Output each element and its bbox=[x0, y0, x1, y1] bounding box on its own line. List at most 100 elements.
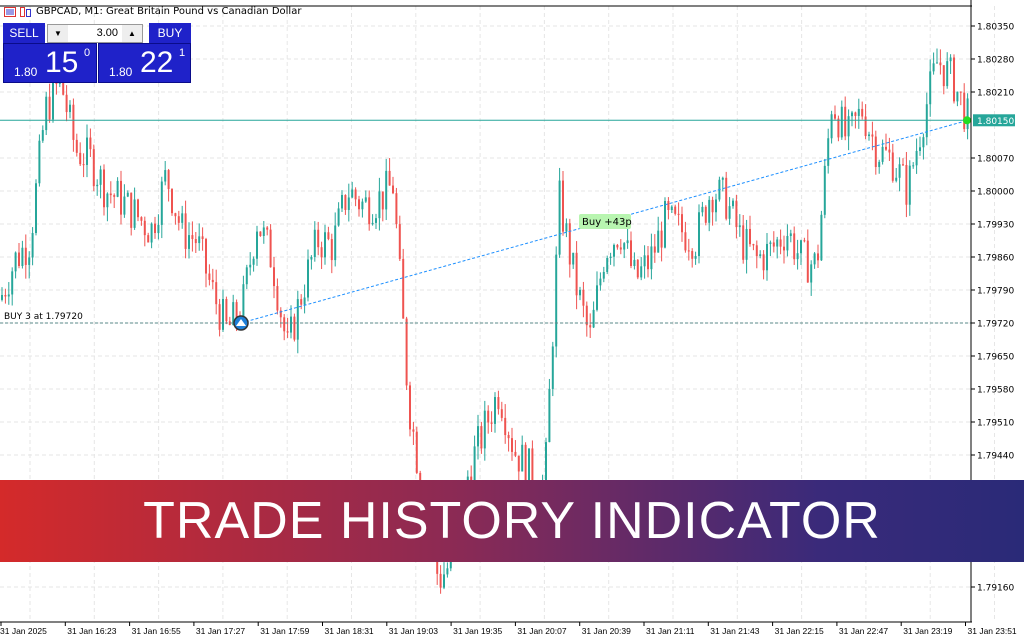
candle-body bbox=[354, 189, 357, 200]
candle-body bbox=[592, 309, 595, 328]
y-tick-label: 1.79580 bbox=[977, 386, 1014, 396]
candle-body bbox=[684, 232, 687, 251]
buy-price-prefix: 1.80 bbox=[109, 65, 133, 79]
sell-button[interactable]: SELL bbox=[3, 23, 45, 44]
candle-body bbox=[738, 225, 741, 228]
candle-body bbox=[636, 259, 639, 278]
y-tick-label: 1.79510 bbox=[977, 419, 1014, 429]
candle-body bbox=[942, 65, 945, 87]
candle-body bbox=[725, 177, 728, 219]
x-tick-label: 31 Jan 16:23 bbox=[67, 626, 116, 636]
candle-body bbox=[796, 253, 799, 260]
candle-body bbox=[813, 253, 816, 265]
candle-body bbox=[235, 302, 238, 322]
candle-body bbox=[72, 104, 75, 140]
candle-body bbox=[861, 108, 864, 117]
sell-price[interactable]: 1.80 15 0 bbox=[3, 43, 97, 83]
candle-body bbox=[208, 273, 211, 280]
chart-window-icon[interactable] bbox=[20, 6, 32, 17]
candle-body bbox=[823, 165, 826, 215]
candle-body bbox=[912, 165, 915, 167]
candle-body bbox=[691, 251, 694, 259]
candle-body bbox=[157, 224, 160, 234]
candle-body bbox=[609, 256, 612, 258]
candle-body bbox=[4, 295, 7, 297]
candle-body bbox=[341, 195, 343, 209]
exit-marker bbox=[963, 116, 971, 125]
candle-body bbox=[147, 235, 150, 243]
candle-body bbox=[477, 426, 479, 447]
candle-body bbox=[708, 199, 711, 223]
candle-body bbox=[647, 255, 649, 270]
candle-body bbox=[674, 206, 677, 214]
candle-body bbox=[919, 147, 921, 151]
candle-body bbox=[844, 106, 847, 137]
candle-body bbox=[293, 316, 296, 340]
candle-body bbox=[602, 271, 605, 279]
buy-price[interactable]: 1.80 22 1 bbox=[98, 43, 191, 83]
candle-body bbox=[616, 244, 619, 248]
candle-body bbox=[575, 252, 578, 296]
candle-body bbox=[171, 189, 173, 214]
banner-title: TRADE HISTORY INDICATOR bbox=[143, 492, 881, 550]
current-price-tag: 1.80150 bbox=[973, 114, 1015, 127]
candle-body bbox=[99, 169, 102, 185]
candle-body bbox=[487, 410, 490, 423]
menu-icon[interactable] bbox=[4, 6, 16, 17]
candle-body bbox=[783, 246, 785, 251]
candle-body bbox=[650, 246, 653, 270]
candle-body bbox=[276, 286, 279, 311]
candle-body bbox=[371, 222, 374, 225]
candle-body bbox=[201, 236, 204, 239]
candle-body bbox=[395, 193, 398, 225]
increase-volume-button[interactable]: ▲ bbox=[122, 25, 142, 42]
candle-body bbox=[313, 229, 316, 257]
y-tick-label: 1.79650 bbox=[977, 353, 1014, 363]
candle-body bbox=[929, 71, 932, 105]
candle-body bbox=[249, 264, 252, 268]
candle-body bbox=[643, 255, 646, 267]
y-tick-label: 1.80350 bbox=[977, 23, 1014, 33]
candle-body bbox=[704, 206, 707, 223]
decrease-volume-button[interactable]: ▼ bbox=[48, 25, 68, 42]
candle-body bbox=[245, 267, 248, 285]
candle-body bbox=[803, 240, 806, 242]
candle-body bbox=[915, 150, 918, 166]
candle-body bbox=[28, 257, 31, 265]
candle-body bbox=[779, 239, 782, 247]
candle-body bbox=[242, 284, 245, 324]
candle-body bbox=[69, 104, 71, 113]
candle-body bbox=[840, 106, 843, 138]
candle-body bbox=[895, 177, 898, 181]
candle-body bbox=[504, 417, 507, 436]
candle-body bbox=[949, 57, 952, 62]
candle-body bbox=[368, 197, 371, 225]
buy-entry-marker[interactable] bbox=[233, 315, 249, 331]
candle-body bbox=[222, 298, 224, 330]
candle-body bbox=[116, 180, 119, 197]
candle-body bbox=[762, 254, 765, 271]
candle-body bbox=[966, 98, 969, 130]
volume-stepper[interactable]: ▼ 3.00 ▲ bbox=[47, 24, 143, 43]
candle-body bbox=[7, 294, 10, 297]
sell-price-pips: 15 bbox=[45, 46, 79, 79]
candle-body bbox=[480, 426, 483, 449]
candle-body bbox=[619, 247, 622, 250]
candle-body bbox=[905, 165, 908, 205]
candle-body bbox=[878, 161, 881, 168]
candle-body bbox=[745, 228, 748, 260]
x-tick-label: 31 Jan 20:07 bbox=[517, 626, 566, 636]
candle-body bbox=[320, 247, 323, 258]
candle-body bbox=[728, 206, 731, 219]
volume-input[interactable]: 3.00 bbox=[96, 27, 118, 39]
sell-price-fraction: 0 bbox=[84, 47, 91, 59]
y-tick-label: 1.80280 bbox=[977, 56, 1014, 66]
candle-body bbox=[827, 138, 830, 166]
candle-body bbox=[820, 214, 823, 261]
candle-body bbox=[677, 213, 680, 215]
candle-body bbox=[626, 240, 629, 244]
candle-body bbox=[521, 444, 524, 472]
candle-body bbox=[402, 258, 405, 319]
buy-price-pips: 22 bbox=[140, 46, 174, 79]
buy-button[interactable]: BUY bbox=[149, 23, 191, 44]
